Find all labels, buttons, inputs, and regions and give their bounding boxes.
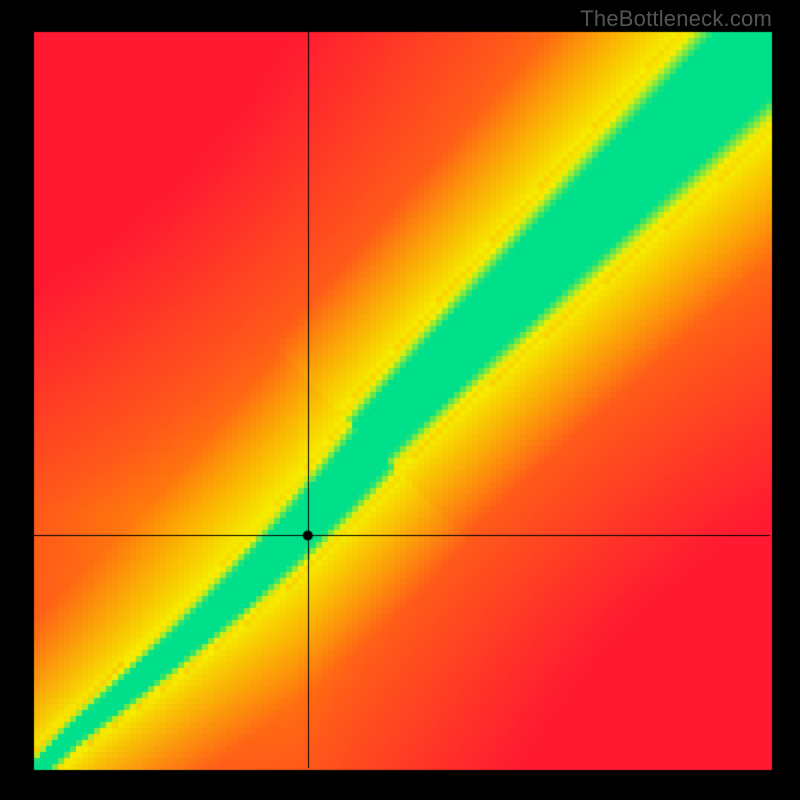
heatmap-canvas: [0, 0, 800, 800]
chart-container: TheBottleneck.com: [0, 0, 800, 800]
watermark-text: TheBottleneck.com: [580, 6, 772, 32]
